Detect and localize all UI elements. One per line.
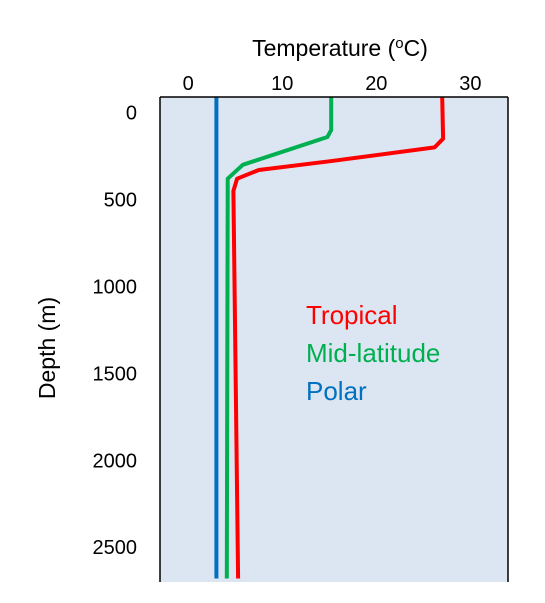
x-tick-label: 30	[459, 73, 481, 95]
legend-entry-tropical: Tropical	[306, 300, 398, 330]
y-tick-label: 500	[104, 190, 137, 212]
y-axis-title: Depth (m)	[34, 297, 60, 399]
y-tick-label: 1500	[93, 363, 138, 385]
series-layer	[214, 96, 446, 579]
y-tick-label: 2000	[93, 450, 138, 472]
x-axis-title: Temperature (oC)	[252, 35, 428, 61]
legend: Tropical Mid-latitude Polar	[306, 300, 440, 406]
y-tick-label: 2500	[93, 537, 138, 559]
legend-entry-polar: Polar	[306, 376, 367, 406]
legend-entry-mid-latitude: Mid-latitude	[306, 338, 440, 368]
series-line-mid-latitude	[224, 97, 334, 579]
y-tick-labels: 0 500 1000 1500 2000 2500	[93, 103, 138, 560]
x-tick-label: 20	[365, 73, 387, 95]
x-tick-label: 0	[183, 73, 194, 95]
y-tick-label: 1000	[93, 276, 138, 298]
series-line-tropical	[231, 96, 446, 579]
x-tick-labels: 0 10 20 30	[183, 73, 482, 95]
y-tick-label: 0	[126, 103, 137, 125]
x-tick-label: 10	[271, 73, 293, 95]
